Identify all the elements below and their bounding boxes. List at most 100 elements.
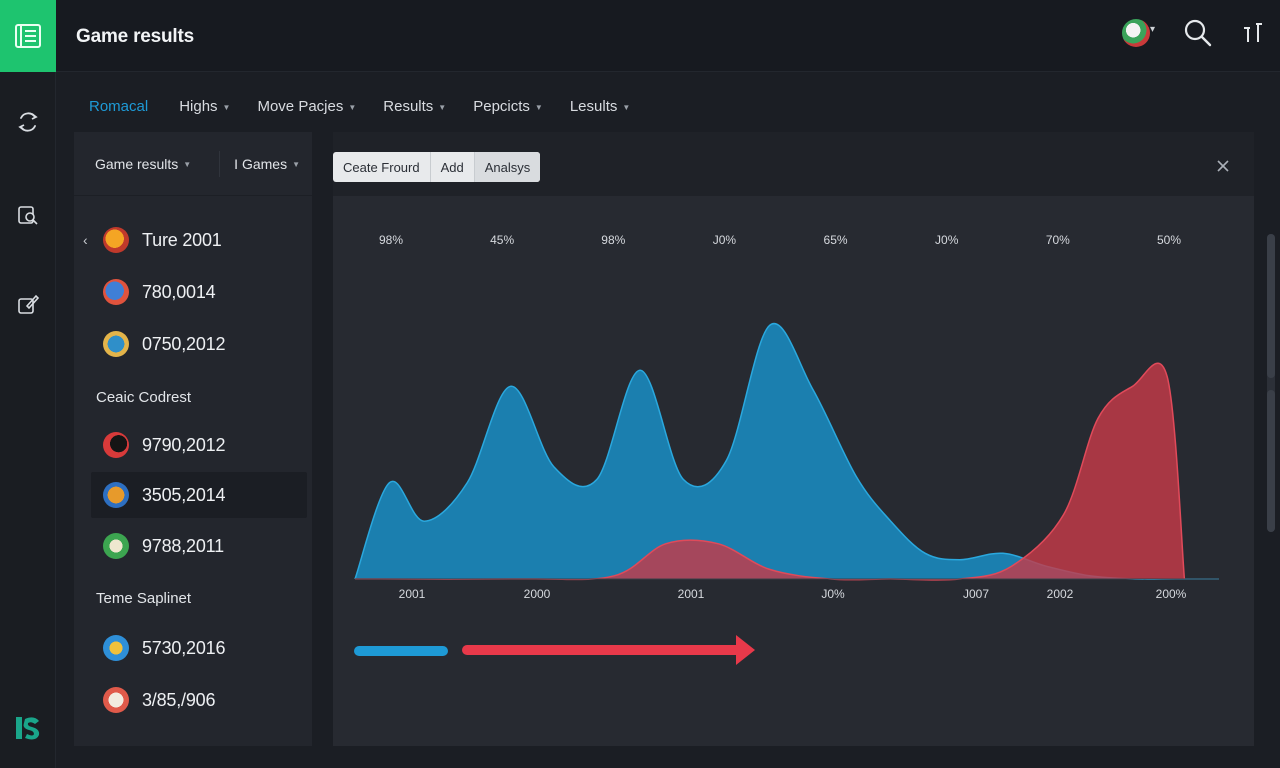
list-icon [15,24,41,48]
list-item[interactable]: 0750,2012 [91,321,307,367]
panel-toolbar: Ceate Frourd Add Analsys [333,152,541,182]
x-tick-label: 2001 [399,587,426,601]
tab-pepcicts[interactable]: Pepcicts ▼ [473,98,543,115]
tab-move-pacjes[interactable]: Move Pacjes ▼ [257,98,356,115]
area-chart: 98% 45% 98% J0% 65% J0% 70% 50% 2001 2000 2001 J0%… [354,233,1219,665]
game-badge-icon [103,279,129,305]
list-item-label: 0750,2012 [142,333,226,354]
tab-label: Highs [179,97,218,115]
area-series-2 [355,363,1185,580]
x-tick-label: J0% [821,587,845,601]
search-icon [1184,19,1212,47]
list-item[interactable]: 9788,2011 [91,523,307,569]
add-button[interactable]: Add [431,152,475,182]
chevron-down-icon: ▼ [292,160,300,169]
chevron-down-icon: ▼ [348,102,357,112]
x-tick-label: J007 [963,587,989,601]
page-title: Game results [76,26,194,47]
list-item[interactable]: 780,0014 [91,269,307,315]
analysis-button[interactable]: Analsys [474,152,541,182]
group-label: Teme Saplinet [96,590,192,607]
list-item-label: 9788,2011 [142,535,224,556]
top-header: Game results ▾ [56,0,1280,72]
list-item-label: Ture 2001 [142,229,222,250]
area-chart-card: 98% 45% 98% J0% 65% J0% 70% 50% 2001 2000 2001 J0%… [333,196,1254,746]
analysis-panel: Ceate Frourd Add Analsys 98% 45% 98% J0% 65%… [333,132,1254,746]
more-options-icon [1244,23,1262,42]
game-badge-icon [103,331,129,357]
arrow-right-icon [736,635,755,665]
game-badge-icon [103,482,129,508]
list-item[interactable]: ‹ Ture 2001 [83,217,307,263]
list-item-label: 780,0014 [142,281,216,302]
create-found-button[interactable]: Ceate Frourd [333,152,431,182]
user-search-icon [18,206,38,225]
x-tick-label: 2002 [1047,587,1074,601]
game-badge-icon [103,227,129,253]
list-item[interactable]: 5730,2016 [91,625,307,671]
top-value-label: 65% [824,233,848,247]
list-filter-bar: Game results ▼ I Games ▼ [74,132,312,196]
scrollbar-thumb-secondary[interactable] [1267,390,1275,532]
edit-nav-button[interactable] [10,286,46,322]
user-avatar[interactable] [1122,19,1150,47]
game-results-filter-dropdown[interactable]: Game results ▼ [95,156,191,172]
game-badge-icon [103,432,129,458]
list-item-label: 3/85,/906 [142,689,216,710]
edit-icon [18,294,40,314]
avatar-dropdown-chevron-icon[interactable]: ▾ [1150,24,1156,35]
app-logo-button[interactable] [0,0,56,72]
list-item-label: 3505,2014 [142,484,226,505]
search-button[interactable] [1182,17,1214,49]
game-list-panel: Game results ▼ I Games ▼ ‹ Ture 2001 780,0… [74,132,312,746]
main-scrollbar[interactable] [1267,234,1275,532]
top-value-label: J0% [713,233,737,247]
game-badge-icon [103,635,129,661]
filter-label: Game results [95,155,179,172]
list-item[interactable]: 9790,2012 [91,422,307,468]
sync-nav-button[interactable] [10,104,46,140]
chevron-down-icon: ▼ [534,102,543,112]
chart-legend [354,635,755,665]
top-value-label: 50% [1157,233,1181,247]
chevron-down-icon: ▼ [183,160,192,169]
group-label: Ceaic Codrest [96,389,192,406]
game-badge-icon [103,533,129,559]
list-item[interactable]: 3/85,/906 [91,677,307,723]
close-panel-button[interactable] [1213,156,1233,176]
refresh-icon [18,112,38,132]
area-series-1 [355,323,1219,580]
x-tick-label: 2001 [678,587,705,601]
brand-logo-icon [16,717,40,740]
user-search-nav-button[interactable] [10,197,46,233]
games-filter-dropdown[interactable]: I Games ▼ [219,150,300,177]
tab-results[interactable]: Results ▼ [383,98,446,115]
top-value-label: 45% [490,233,514,247]
brand-mark [8,708,48,748]
chevron-left-icon[interactable]: ‹ [83,232,88,248]
top-value-label: 98% [601,233,625,247]
x-tick-label: 200% [1156,587,1187,601]
scrollbar-thumb[interactable] [1267,234,1275,378]
tab-label: Lesults [569,97,618,115]
top-value-label: J0% [935,233,959,247]
filter-label: I Games [234,155,288,172]
more-options-button[interactable] [1240,18,1268,48]
side-rail [0,0,56,768]
tab-romacal[interactable]: Romacal [89,98,148,115]
tab-lesults[interactable]: Lesults ▼ [570,98,630,115]
list-item-label: 9790,2012 [142,434,226,455]
tab-label: Romacal [89,97,149,115]
x-tick-label: 2000 [524,587,551,601]
list-item-selected[interactable]: 3505,2014 [91,472,307,518]
top-value-label: 98% [379,233,403,247]
close-icon [1217,160,1229,172]
chevron-down-icon: ▼ [438,102,447,112]
tab-label: Results [383,97,434,115]
main-tab-bar: Romacal Highs ▼ Move Pacjes ▼ Results ▼ Pep… [74,86,657,126]
chevron-down-icon: ▼ [622,102,631,112]
chevron-down-icon: ▼ [222,102,231,112]
tab-highs[interactable]: Highs ▼ [179,98,230,115]
game-badge-icon [103,687,129,713]
